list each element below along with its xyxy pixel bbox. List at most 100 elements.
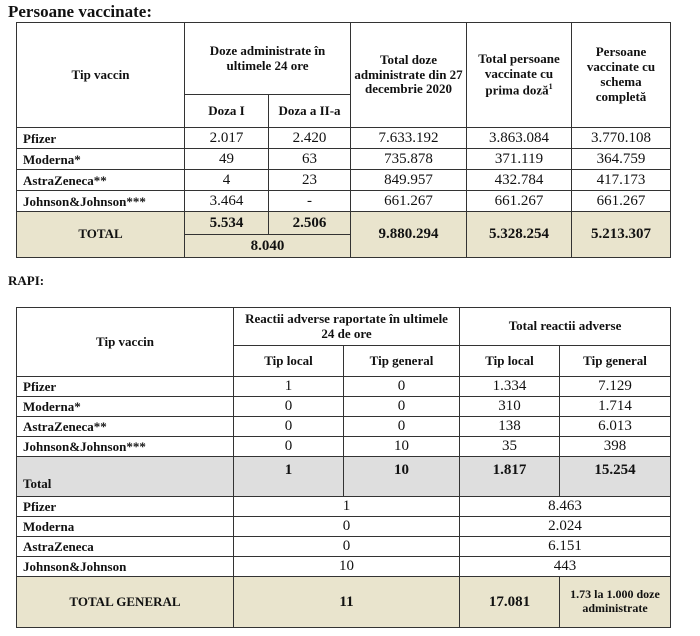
header-local-total: Tip local xyxy=(459,345,561,377)
cell-d2: 63 xyxy=(267,148,352,170)
cell-gt: 398 xyxy=(559,436,672,457)
cell-d1: 4 xyxy=(184,169,269,191)
cell-d1: 49 xyxy=(184,148,269,170)
grand-total-rate: 1.73 la 1.000 doze administrate xyxy=(559,576,672,628)
cell-gt: 1.714 xyxy=(559,396,672,417)
table-row: AstraZeneca** 4 23 849.957 432.784 417.173 xyxy=(16,169,672,191)
total-first: 5.328.254 xyxy=(466,211,573,258)
footnote-marker: 1 xyxy=(548,81,553,91)
table-row: Moderna 0 2.024 xyxy=(16,516,672,537)
header-first-dose: Total persoane vaccinate cu prima doză1 xyxy=(466,22,573,128)
cell-lt: 1.334 xyxy=(459,376,561,397)
vaccine-name: AstraZeneca** xyxy=(16,169,185,191)
grand-total-reactions: 17.081 xyxy=(459,576,561,628)
header-reported-24h: Reactii adverse raportate în ultimele 24… xyxy=(232,307,461,346)
cell-total: 661.267 xyxy=(350,190,468,212)
vaccine-name: AstraZeneca xyxy=(16,536,234,557)
cell-g24: 10 xyxy=(342,436,461,457)
vaccine-name: Pfizer xyxy=(16,127,185,149)
total-doses: 9.880.294 xyxy=(350,211,468,258)
cell-complete: 417.173 xyxy=(571,169,672,191)
vaccine-name: Johnson&Johnson xyxy=(16,556,234,577)
cell-d1: 2.017 xyxy=(184,127,269,149)
header-dose1: Doza I xyxy=(184,94,269,128)
table-row: Pfizer 1 0 1.334 7.129 xyxy=(16,376,672,397)
cell-lt: 138 xyxy=(459,416,561,437)
rapi-total-local-24h: 1 xyxy=(233,456,344,497)
grand-total-row: TOTAL GENERAL 11 17.081 1.73 la 1.000 do… xyxy=(16,576,672,628)
rapi-section-title: RAPI: xyxy=(8,273,45,288)
cell-d2: 2.420 xyxy=(267,127,352,149)
cell-g24: 0 xyxy=(342,416,461,437)
header-type: Tip vaccin xyxy=(16,22,185,128)
table-row: Johnson&Johnson*** 3.464-661.267 661.267 66… xyxy=(16,190,672,212)
cell-l24: 1 xyxy=(233,376,344,397)
cell-gt: 7.129 xyxy=(559,376,672,397)
cell-complete: 661.267 xyxy=(571,190,672,212)
cell-g24: 0 xyxy=(342,376,461,397)
header-general-total: Tip general xyxy=(559,345,672,377)
cell-total: 2.024 xyxy=(459,516,672,537)
cell-d2: 23 xyxy=(267,169,352,191)
grand-total-label: TOTAL GENERAL xyxy=(16,576,234,628)
header-type: Tip vaccin xyxy=(16,307,234,377)
cell-total: 443 xyxy=(459,556,672,577)
cell-d1: 3.464 xyxy=(184,190,269,212)
cell-r24: 0 xyxy=(232,536,461,557)
cell-first: 371.119 xyxy=(466,148,573,170)
cell-first: 432.784 xyxy=(466,169,573,191)
cell-first: 661.267 xyxy=(466,190,573,212)
cell-l24: 0 xyxy=(233,436,344,457)
cell-d2: - xyxy=(267,190,352,212)
cell-r24: 10 xyxy=(232,556,461,577)
cell-l24: 0 xyxy=(233,396,344,417)
rapi-table: Tip vaccin Reactii adverse raportate în … xyxy=(16,307,672,628)
header-complete: Persoane vaccinate cu schema completă xyxy=(571,22,672,128)
rapi-total-general: 15.254 xyxy=(559,456,672,497)
vaccinated-table: Tip vaccin Doze administrate în ultimele… xyxy=(16,22,672,258)
cell-complete: 364.759 xyxy=(571,148,672,170)
header-dose2: Doza a II-a xyxy=(267,94,352,128)
cell-r24: 0 xyxy=(232,516,461,537)
cell-l24: 0 xyxy=(233,416,344,437)
rapi-total-label: Total xyxy=(16,456,234,497)
table-row: AstraZeneca 0 6.151 xyxy=(16,536,672,557)
vaccine-name: Pfizer xyxy=(16,496,234,517)
total-24h: 8.040 xyxy=(183,234,352,258)
total-complete: 5.213.307 xyxy=(571,211,672,258)
vaccine-name: AstraZeneca** xyxy=(16,416,234,437)
cell-total: 6.151 xyxy=(459,536,672,557)
table-row: Johnson&Johnson*** 0 10 35 398 xyxy=(16,436,672,457)
table-row: Johnson&Johnson 10 443 xyxy=(16,556,672,577)
vaccine-name: Moderna xyxy=(16,516,234,537)
cell-total: 8.463 xyxy=(459,496,672,517)
vaccine-name: Johnson&Johnson*** xyxy=(16,436,234,457)
cell-lt: 310 xyxy=(459,396,561,417)
rapi-total-local: 1.817 xyxy=(459,456,561,497)
cell-first: 3.863.084 xyxy=(466,127,573,149)
cell-r24: 1 xyxy=(232,496,461,517)
rapi-total-general-24h: 10 xyxy=(342,456,461,497)
vaccine-name: Johnson&Johnson*** xyxy=(16,190,185,212)
cell-complete: 3.770.108 xyxy=(571,127,672,149)
header-total-doses: Total doze administrate din 27 decembrie… xyxy=(350,22,468,128)
table-row: Moderna* 0 0 310 1.714 xyxy=(16,396,672,417)
table-row: Moderna* 49 63 735.878 371.119 364.759 xyxy=(16,148,672,170)
header-first-dose-label: Total persoane vaccinate cu prima doză xyxy=(478,50,560,98)
rapi-total-row: Total 1 10 1.817 15.254 xyxy=(16,456,672,497)
total-dose2: 2.506 xyxy=(267,211,352,235)
cell-gt: 6.013 xyxy=(559,416,672,437)
table-row: AstraZeneca** 0 0 138 6.013 xyxy=(16,416,672,437)
table-row: Pfizer 2.017 2.420 7.633.192 3.863.084 3.770.… xyxy=(16,127,672,149)
cell-total: 849.957 xyxy=(350,169,468,191)
cell-total: 7.633.192 xyxy=(350,127,468,149)
header-doses-24h: Doze administrate în ultimele 24 ore xyxy=(183,22,352,95)
header-general-24h: Tip general xyxy=(342,345,461,377)
header-local-24h: Tip local xyxy=(233,345,344,377)
table-row: Pfizer 1 8.463 xyxy=(16,496,672,517)
vaccine-name: Moderna* xyxy=(16,396,234,417)
vaccine-name: Pfizer xyxy=(16,376,234,397)
total-label: TOTAL xyxy=(16,211,185,258)
header-total-reactions: Total reactii adverse xyxy=(459,307,672,346)
total-dose1: 5.534 xyxy=(184,211,269,235)
